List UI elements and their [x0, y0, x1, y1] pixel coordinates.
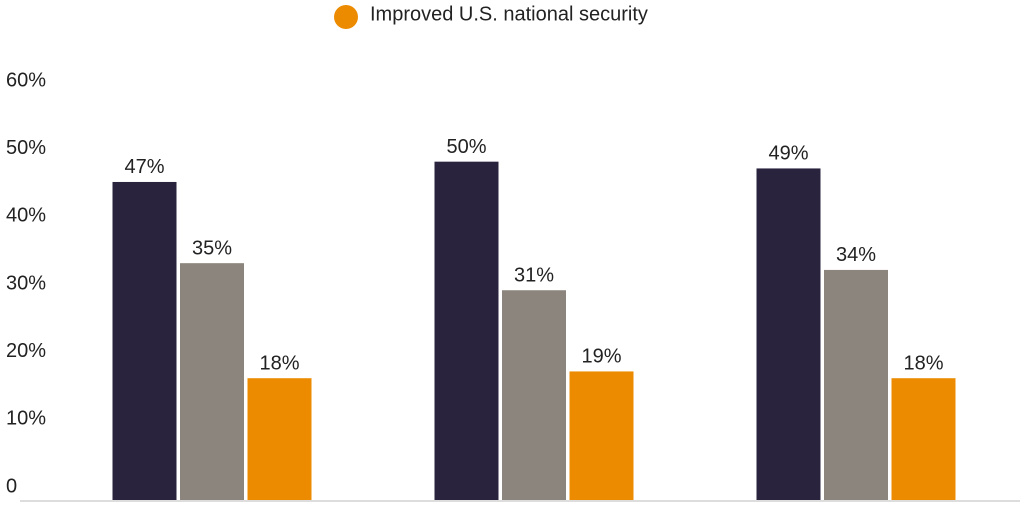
bar: [891, 378, 956, 500]
y-tick-label: 60%: [6, 69, 46, 91]
value-label: 18%: [903, 352, 943, 374]
value-label: 47%: [124, 156, 164, 178]
y-tick-label: 50%: [6, 137, 46, 159]
value-label: 49%: [768, 143, 808, 165]
value-label: 50%: [446, 136, 486, 158]
y-tick-label: 0: [6, 475, 17, 497]
value-label: 18%: [259, 352, 299, 374]
legend-label: Improved U.S. national security: [370, 3, 648, 25]
bar: [756, 168, 821, 500]
bar: [824, 269, 888, 500]
y-tick-label: 20%: [6, 340, 46, 362]
value-label: 19%: [581, 346, 621, 368]
bar: [434, 161, 499, 500]
bar: [247, 378, 312, 500]
value-label: 31%: [514, 265, 554, 287]
bar: [180, 263, 244, 500]
bar: [569, 371, 634, 500]
bar: [502, 290, 566, 500]
legend-swatch: [334, 5, 358, 29]
bar: [112, 181, 177, 500]
value-label: 34%: [836, 244, 876, 266]
value-label: 35%: [192, 237, 232, 259]
y-tick-label: 30%: [6, 272, 46, 294]
y-tick-label: 10%: [6, 408, 46, 430]
y-tick-label: 40%: [6, 205, 46, 227]
